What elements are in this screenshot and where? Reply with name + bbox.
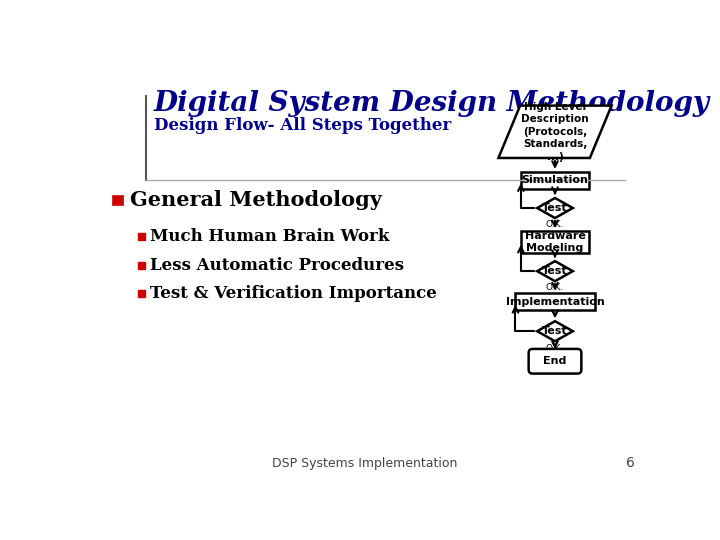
Bar (138, 262, 145, 269)
Polygon shape (537, 198, 573, 218)
Bar (113, 195, 122, 205)
Text: Implementation: Implementation (505, 297, 604, 307)
Text: O.K.: O.K. (546, 220, 564, 230)
Bar (138, 291, 145, 298)
Text: End: End (544, 356, 567, 366)
Text: Test: Test (542, 203, 568, 213)
Text: High Level
Description
(Protocols,
Standards,
...): High Level Description (Protocols, Stand… (521, 102, 589, 161)
Text: Less Automatic Procedures: Less Automatic Procedures (150, 256, 405, 273)
Text: General Methodology: General Methodology (130, 190, 382, 210)
Text: Test: Test (542, 326, 568, 336)
Text: Design Flow- All Steps Together: Design Flow- All Steps Together (153, 117, 451, 134)
Bar (138, 233, 145, 240)
Text: 6: 6 (626, 456, 635, 470)
Text: Digital System Design Methodology: Digital System Design Methodology (153, 90, 709, 117)
Text: Simulation: Simulation (521, 176, 588, 185)
Text: O.K.: O.K. (546, 284, 564, 293)
Polygon shape (537, 321, 573, 341)
Bar (521, 231, 589, 253)
Text: Much Human Brain Work: Much Human Brain Work (150, 228, 390, 245)
Text: Test & Verification Importance: Test & Verification Importance (150, 285, 437, 302)
Text: Hardware
Modeling: Hardware Modeling (525, 231, 585, 253)
Bar (521, 172, 589, 189)
Text: Test: Test (542, 266, 568, 276)
Text: O.K.: O.K. (546, 343, 564, 353)
FancyBboxPatch shape (528, 349, 581, 374)
Polygon shape (537, 261, 573, 281)
Text: DSP Systems Implementation: DSP Systems Implementation (272, 457, 458, 470)
Polygon shape (498, 106, 611, 158)
Bar (516, 294, 595, 310)
